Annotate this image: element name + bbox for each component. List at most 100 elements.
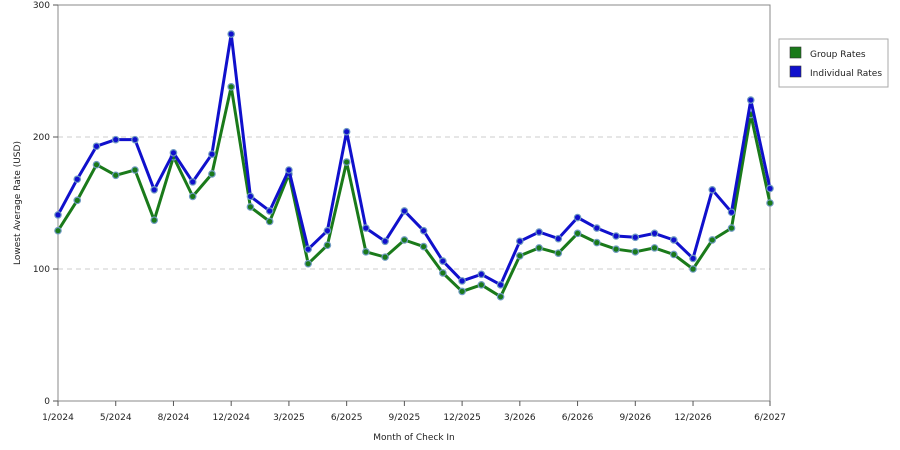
legend-swatch-individual-rates — [789, 65, 802, 78]
data-point — [131, 135, 139, 144]
x-tick-label: 6/2026 — [562, 413, 594, 423]
data-point — [73, 175, 82, 184]
data-point — [496, 281, 505, 289]
legend: Group Rates Individual Rates — [778, 38, 889, 88]
data-point — [419, 242, 428, 251]
data-point — [727, 224, 736, 232]
data-point — [593, 224, 601, 232]
y-tick-label: 100 — [33, 265, 50, 275]
series-1 — [54, 30, 774, 289]
data-point — [227, 30, 235, 38]
plot-area — [57, 4, 771, 402]
data-point — [535, 228, 543, 236]
data-point — [304, 245, 312, 254]
legend-box — [778, 38, 889, 88]
data-point — [227, 83, 235, 91]
data-point — [708, 236, 717, 244]
x-tick-label: 12/2024 — [212, 413, 250, 423]
data-point — [612, 245, 620, 254]
data-point — [727, 208, 736, 217]
y-tick-label: 200 — [33, 133, 50, 143]
data-point — [593, 238, 601, 247]
data-point — [362, 224, 370, 232]
data-point — [265, 217, 274, 226]
data-point — [746, 96, 755, 104]
grid-lines — [58, 136, 770, 270]
data-point — [554, 234, 563, 243]
data-point — [188, 192, 197, 201]
data-point — [496, 292, 505, 301]
y-axis-title: Lowest Average Rate (USD) — [13, 141, 23, 265]
data-point — [400, 236, 409, 244]
data-point — [381, 253, 389, 261]
x-tick-label: 9/2026 — [619, 413, 651, 423]
data-point — [631, 248, 640, 256]
series-0 — [54, 83, 774, 301]
data-point — [323, 241, 332, 250]
data-point — [669, 250, 678, 259]
x-tick-label: 12/2025 — [443, 413, 480, 423]
data-point — [650, 244, 659, 252]
data-point — [188, 178, 197, 186]
data-point — [669, 236, 678, 244]
data-point — [689, 265, 697, 273]
data-point — [208, 170, 216, 178]
y-tick-label: 300 — [33, 1, 50, 11]
x-tick-label: 1/2024 — [42, 413, 74, 423]
data-point — [766, 199, 774, 207]
data-point — [766, 184, 774, 193]
data-point — [477, 281, 486, 289]
data-point — [612, 232, 620, 240]
data-point — [246, 203, 255, 211]
data-point — [381, 237, 389, 246]
x-tick-label: 5/2024 — [100, 413, 132, 423]
x-tick-label: 6/2027 — [754, 413, 786, 423]
x-tick-label: 6/2025 — [331, 413, 363, 423]
data-point — [554, 249, 563, 257]
data-point — [111, 171, 120, 180]
x-axis-title: Month of Check In — [373, 433, 455, 443]
data-point — [458, 277, 466, 285]
data-point — [169, 149, 178, 157]
data-point — [516, 252, 524, 260]
x-tick-label: 9/2025 — [389, 413, 421, 423]
data-point — [535, 244, 543, 252]
data-point — [265, 207, 274, 215]
axes: 0 100 200 300 1/2024 5/2024 8/2024 12/2024 3/202… — [33, 1, 786, 423]
data-point — [342, 158, 351, 166]
data-point — [73, 196, 82, 205]
series-line — [56, 32, 772, 287]
data-point — [54, 226, 62, 235]
data-point — [516, 237, 524, 246]
data-point — [362, 248, 370, 256]
x-tick-label: 3/2025 — [273, 413, 305, 423]
data-point — [208, 150, 216, 158]
data-point — [689, 254, 697, 263]
data-point — [150, 186, 159, 194]
series-line — [56, 85, 772, 299]
data-point — [708, 186, 717, 194]
data-point — [246, 192, 255, 201]
series-lines — [54, 30, 774, 301]
data-point — [477, 270, 486, 279]
data-point — [92, 142, 101, 151]
data-point — [150, 216, 159, 224]
x-tick-label: 3/2026 — [504, 413, 536, 423]
data-point — [458, 287, 466, 296]
data-point — [92, 160, 101, 169]
data-point — [573, 213, 582, 222]
legend-swatch-group-rates — [789, 46, 802, 59]
data-point — [342, 127, 351, 136]
data-point — [54, 211, 62, 219]
data-point — [573, 229, 582, 238]
legend-label-individual-rates: Individual Rates — [810, 69, 882, 79]
data-point — [631, 233, 640, 242]
data-point — [285, 166, 293, 174]
data-point — [304, 259, 312, 268]
data-point — [400, 207, 409, 215]
x-tick-label: 12/2026 — [674, 413, 712, 423]
data-point — [439, 269, 447, 277]
data-point — [650, 229, 659, 238]
x-tick-label: 8/2024 — [158, 413, 190, 423]
